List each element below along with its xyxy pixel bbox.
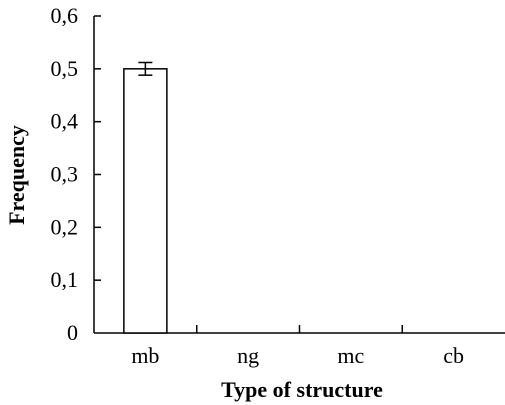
y-tick-label: 0,5 [51,56,79,81]
x-tick-label: mb [131,343,159,368]
y-tick-label: 0,6 [51,3,79,28]
y-tick-label: 0,2 [51,214,79,239]
y-tick-label: 0,4 [51,109,79,134]
bar-mb [123,68,168,334]
y-axis: 0 0,1 0,2 0,3 0,4 0,5 0,6 [51,3,101,345]
y-tick-label: 0,3 [51,162,79,187]
x-axis-title: Type of structure [221,377,383,402]
x-tick-label: cb [443,343,464,368]
x-tick-label: mc [337,343,364,368]
bars [123,61,168,334]
y-tick-label: 0 [67,320,78,345]
x-axis: mb ng mc cb [94,325,505,368]
x-tick-label: ng [237,343,259,368]
y-axis-title: Frequency [4,125,29,225]
y-tick-label: 0,1 [51,267,79,292]
